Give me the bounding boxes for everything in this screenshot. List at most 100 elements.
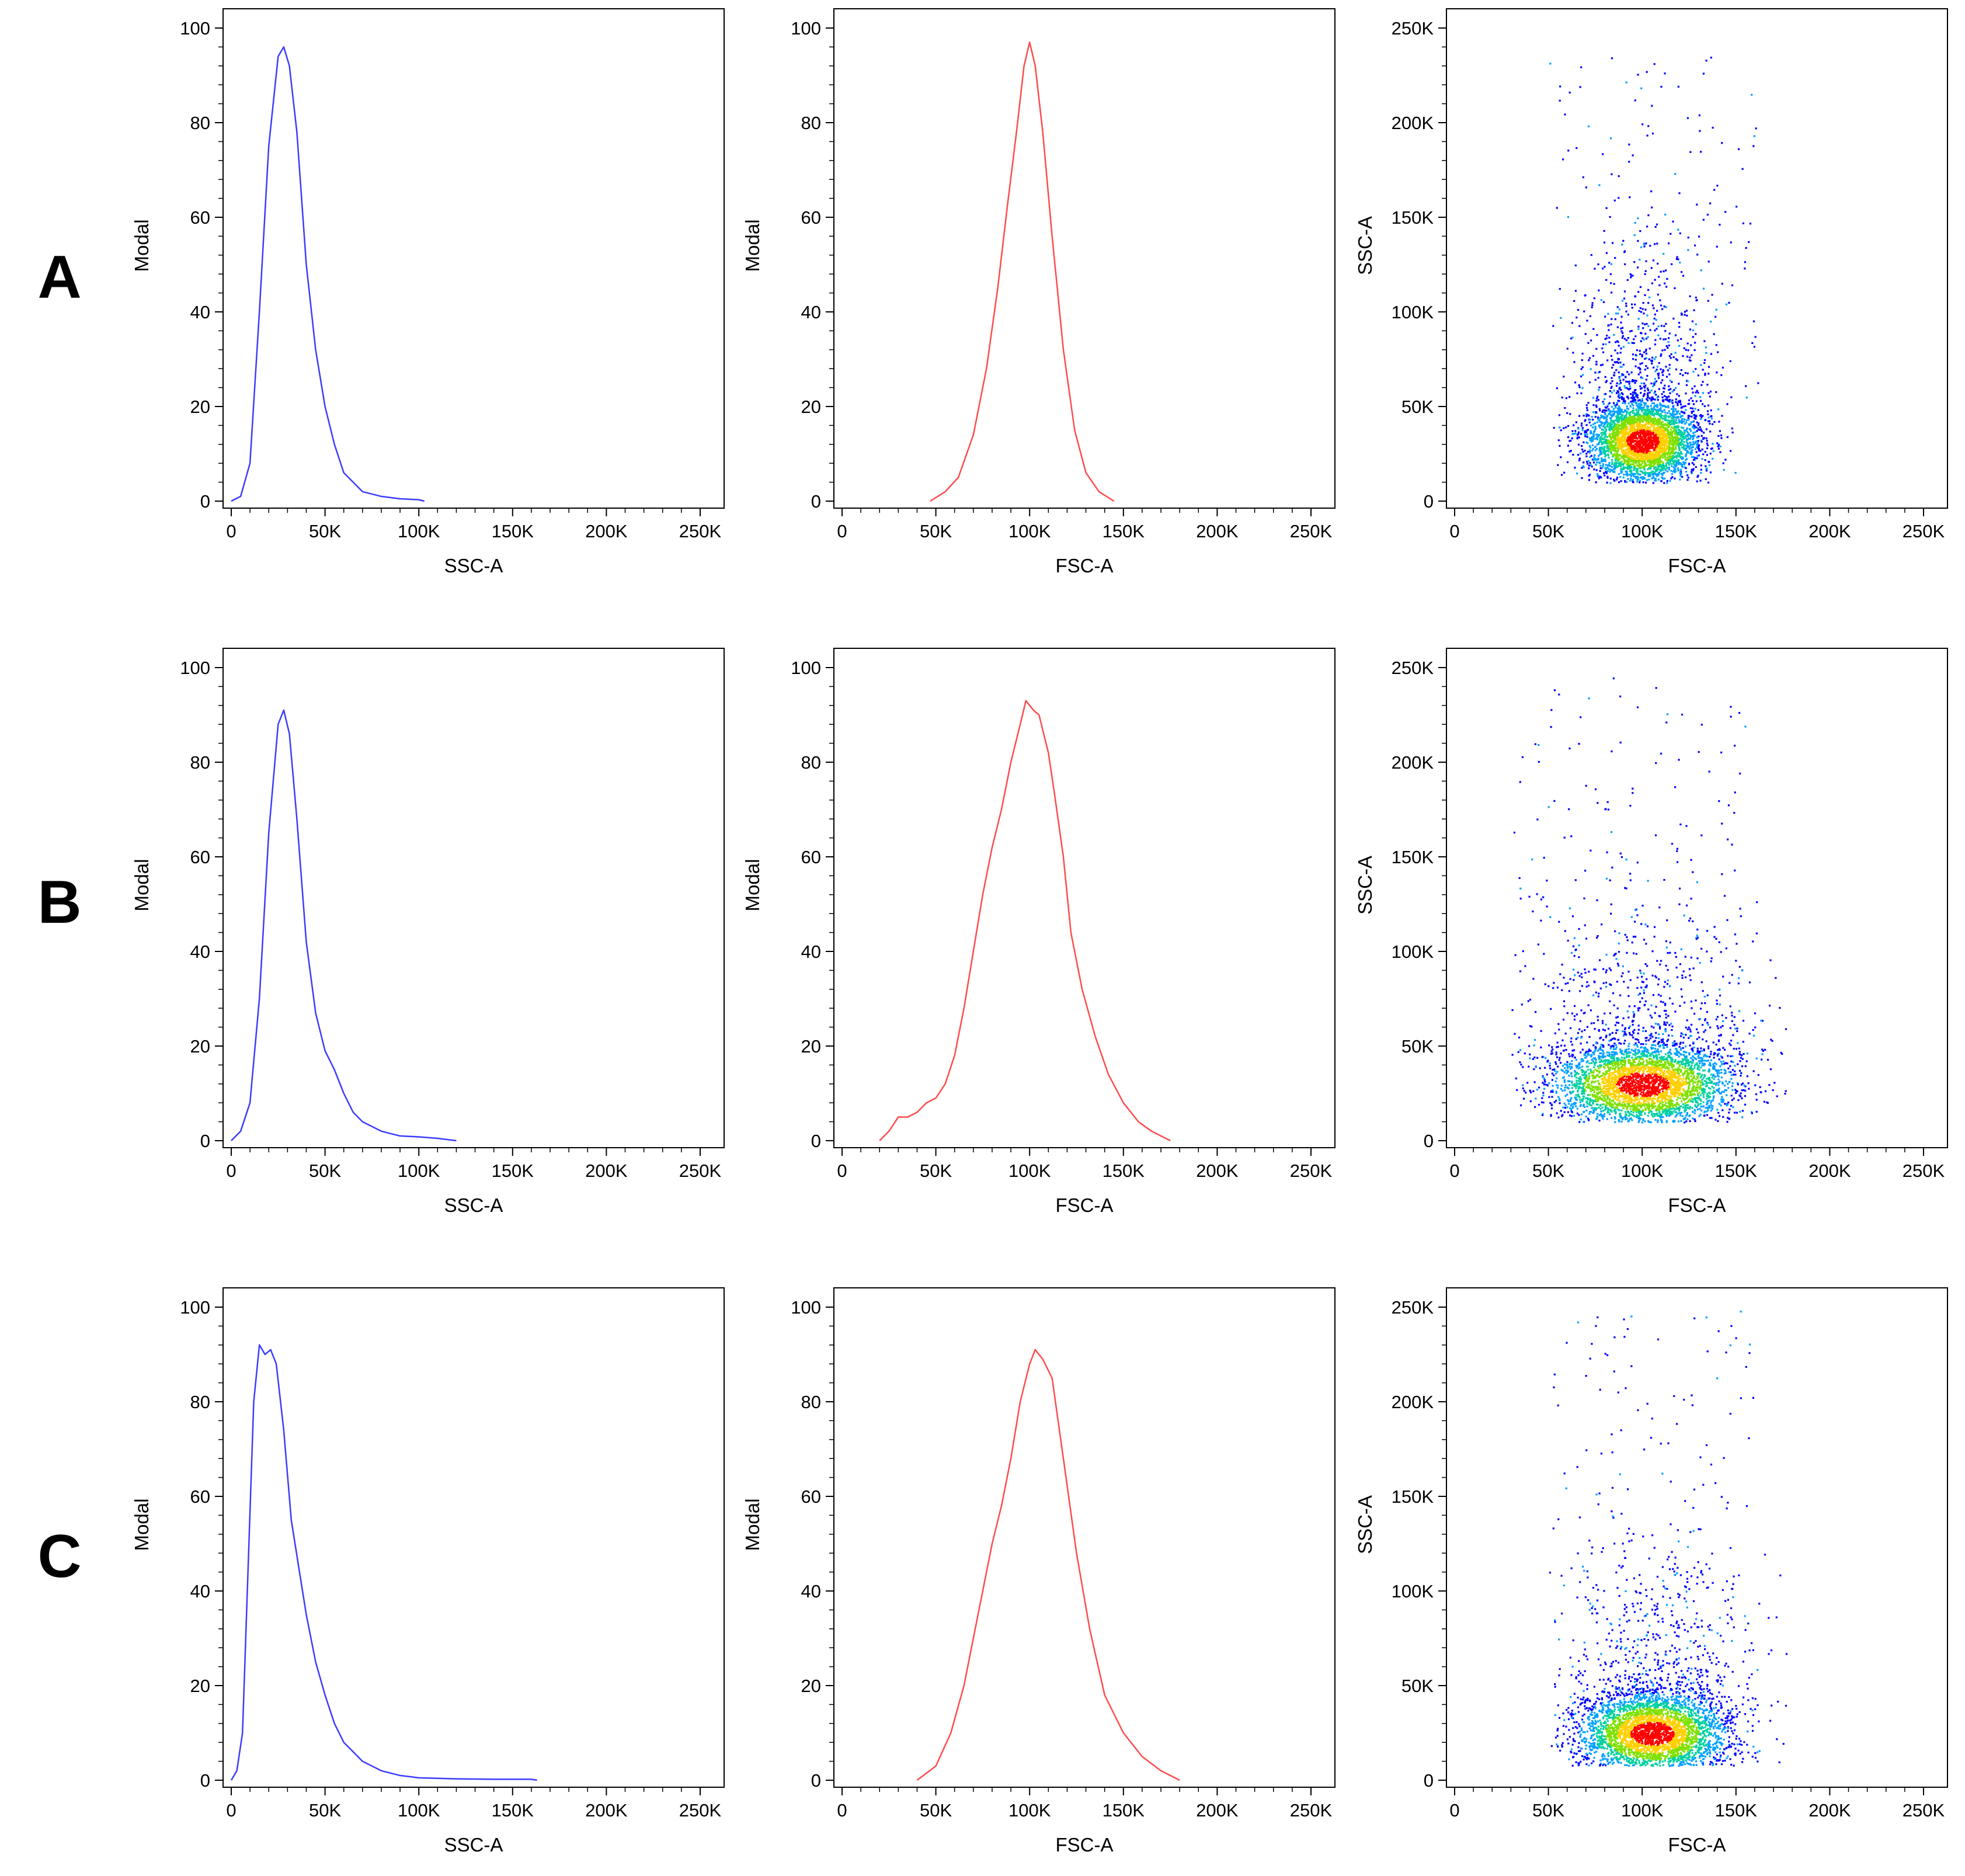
scatter-point xyxy=(1656,427,1658,429)
scatter-point xyxy=(1625,442,1627,444)
scatter-point xyxy=(1717,1070,1720,1072)
scatter-point xyxy=(1610,282,1612,284)
scatter-point xyxy=(1745,247,1747,249)
scatter-point xyxy=(1659,453,1661,456)
scatter-point xyxy=(1734,933,1737,936)
scatter-point xyxy=(1659,425,1661,428)
scatter-point xyxy=(1698,422,1700,425)
scatter-point xyxy=(1704,451,1706,453)
scatter-point xyxy=(1638,456,1640,458)
scatter-point xyxy=(1674,468,1677,470)
scatter-point xyxy=(1641,450,1644,453)
scatter-point xyxy=(1700,416,1703,418)
scatter-point xyxy=(1668,457,1670,460)
scatter-point xyxy=(1611,415,1613,418)
scatter-point xyxy=(1632,154,1634,157)
scatter-point xyxy=(1594,454,1596,456)
scatter-point xyxy=(1692,399,1694,402)
scatter-point xyxy=(1563,376,1565,378)
scatter-point xyxy=(1581,477,1583,480)
scatter-point xyxy=(1713,421,1716,423)
scatter-point xyxy=(1705,346,1707,349)
scatter-point xyxy=(1618,462,1620,464)
scatter-point xyxy=(1689,356,1691,359)
scatter-point xyxy=(1686,428,1688,430)
scatter-point xyxy=(1692,432,1695,434)
scatter-point xyxy=(1645,378,1647,381)
scatter-point xyxy=(1616,326,1619,328)
scatter-point xyxy=(1668,242,1670,245)
scatter-point xyxy=(1600,460,1602,463)
scatter-point xyxy=(1651,462,1653,464)
scatter-point xyxy=(1612,414,1615,416)
scatter-point xyxy=(1696,390,1698,392)
scatter-point xyxy=(1656,464,1658,466)
scatter-point xyxy=(1698,435,1700,437)
scatter-point xyxy=(1633,338,1635,341)
scatter-point xyxy=(1648,348,1651,350)
scatter-point xyxy=(1680,440,1682,443)
scatter-point xyxy=(1625,426,1627,428)
scatter-point xyxy=(1578,743,1580,745)
scatter-point xyxy=(1618,424,1620,426)
scatter-point xyxy=(1643,448,1646,450)
scatter-point xyxy=(1601,411,1604,413)
scatter-point xyxy=(1610,355,1612,357)
scatter-point xyxy=(1646,453,1648,456)
y-tick-label: 0 xyxy=(811,1131,821,1151)
scatter-point xyxy=(1629,449,1631,451)
scatter-point xyxy=(1668,419,1670,422)
scatter-point xyxy=(1654,445,1657,447)
scatter-point xyxy=(1633,428,1636,430)
scatter-point xyxy=(1671,431,1673,433)
scatter-point xyxy=(1648,296,1651,298)
scatter-point xyxy=(1705,467,1707,470)
scatter-point xyxy=(1653,392,1656,394)
scatter-point xyxy=(1604,435,1606,437)
scatter-point xyxy=(1658,433,1660,436)
scatter-point xyxy=(1629,470,1632,472)
scatter-point xyxy=(1610,438,1612,440)
scatter-point xyxy=(1675,416,1678,419)
scatter-point xyxy=(1622,477,1625,479)
scatter-point xyxy=(1709,1063,1712,1065)
scatter-point xyxy=(1604,412,1606,415)
scatter-point xyxy=(1606,405,1609,408)
scatter-point xyxy=(1712,127,1714,129)
scatter-point xyxy=(1639,1007,1641,1009)
x-tick-label: 100K xyxy=(1008,521,1051,541)
scatter-point xyxy=(1685,1051,1688,1054)
scatter-point xyxy=(1639,477,1641,479)
scatter-point xyxy=(1661,441,1664,443)
scatter-point xyxy=(1664,444,1667,446)
scatter-point xyxy=(1644,963,1647,965)
scatter-point xyxy=(1585,1116,1587,1118)
scatter-point xyxy=(1637,217,1639,220)
scatter-point xyxy=(1627,446,1630,448)
scatter-point xyxy=(1639,444,1641,446)
scatter-point xyxy=(1608,464,1611,467)
scatter-point xyxy=(1697,424,1699,426)
scatter-point xyxy=(1606,418,1608,421)
scatter-point xyxy=(1600,414,1602,416)
scatter-point xyxy=(1660,423,1662,425)
scatter-point xyxy=(1629,411,1632,414)
scatter-point xyxy=(1641,443,1644,445)
scatter-point xyxy=(1679,475,1682,477)
scatter-point xyxy=(1691,471,1693,473)
scatter-point xyxy=(1633,444,1635,447)
scatter-point xyxy=(1609,417,1612,419)
scatter-point xyxy=(1651,430,1653,432)
scatter-point xyxy=(1661,468,1664,470)
scatter-point xyxy=(1643,435,1645,437)
scatter-point xyxy=(1606,801,1609,803)
scatter-point xyxy=(1650,190,1653,193)
scatter-point xyxy=(1650,420,1653,422)
scatter-point xyxy=(1623,429,1625,432)
scatter-point xyxy=(1604,315,1606,318)
scatter-point xyxy=(1645,418,1648,421)
scatter-point xyxy=(1721,1090,1723,1093)
scatter-point xyxy=(1588,474,1591,476)
scatter-point xyxy=(1605,471,1607,473)
scatter-point xyxy=(1661,1041,1663,1043)
